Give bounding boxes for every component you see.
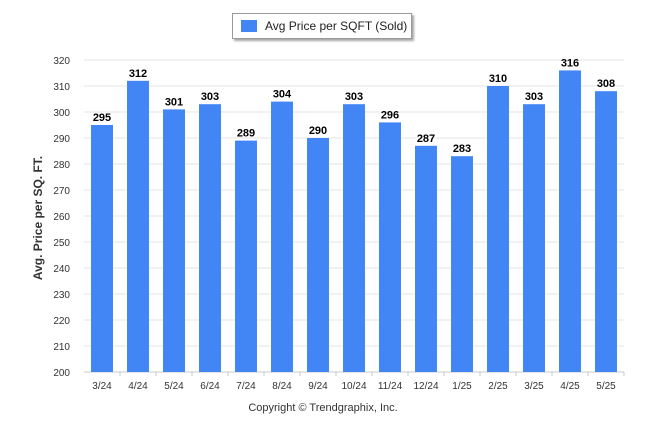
- copyright-text: Copyright © Trendgraphix, Inc.: [248, 402, 398, 414]
- bar[interactable]: [451, 156, 473, 372]
- bar[interactable]: [91, 125, 113, 372]
- x-tick-label: 2/25: [488, 381, 508, 392]
- y-tick-label: 250: [53, 238, 70, 249]
- x-tick-label: 11/24: [378, 381, 403, 392]
- bar[interactable]: [127, 80, 149, 373]
- y-tick-label: 210: [53, 342, 70, 353]
- y-tick-label: 280: [53, 160, 70, 171]
- bar[interactable]: [163, 109, 185, 373]
- bar[interactable]: [271, 101, 293, 372]
- bar-value-label: 295: [93, 112, 111, 124]
- bar-value-label: 312: [129, 68, 147, 80]
- bar-value-label: 301: [165, 96, 183, 108]
- bar-value-label: 290: [309, 125, 327, 137]
- x-tick-label: 3/25: [524, 381, 544, 392]
- bar[interactable]: [415, 145, 437, 372]
- bar[interactable]: [307, 138, 329, 372]
- y-tick-label: 310: [53, 82, 70, 93]
- y-tick-label: 320: [53, 56, 70, 67]
- x-tick-label: 10/24: [341, 381, 366, 392]
- y-tick-label: 230: [53, 290, 70, 301]
- bar-value-label: 310: [489, 73, 507, 85]
- bar[interactable]: [379, 122, 401, 373]
- bar-value-label: 304: [273, 89, 292, 101]
- bar-value-label: 296: [381, 109, 399, 121]
- bar-value-label: 308: [597, 78, 615, 90]
- bar[interactable]: [487, 86, 509, 372]
- y-tick-label: 200: [53, 368, 70, 379]
- x-tick-label: 6/24: [200, 381, 220, 392]
- bar[interactable]: [199, 104, 221, 372]
- bar[interactable]: [595, 91, 617, 372]
- bar-value-label: 303: [525, 91, 543, 103]
- x-tick-label: 3/24: [92, 381, 112, 392]
- x-tick-label: 1/25: [452, 381, 472, 392]
- bar-value-label: 287: [417, 133, 435, 145]
- x-tick-label: 12/24: [413, 381, 438, 392]
- bar-value-label: 303: [201, 91, 219, 103]
- bar-value-label: 303: [345, 91, 363, 103]
- x-tick-label: 4/24: [128, 381, 148, 392]
- bar[interactable]: [235, 140, 257, 372]
- y-tick-label: 290: [53, 134, 70, 145]
- y-tick-label: 260: [53, 212, 70, 223]
- x-tick-label: 5/24: [164, 381, 184, 392]
- bar[interactable]: [523, 104, 545, 372]
- y-tick-label: 270: [53, 186, 70, 197]
- bar-value-label: 316: [561, 57, 579, 69]
- bar[interactable]: [343, 104, 365, 372]
- bar-value-label: 289: [237, 128, 255, 140]
- x-tick-label: 7/24: [236, 381, 256, 392]
- bar[interactable]: [559, 70, 581, 373]
- bar-value-label: 283: [453, 143, 471, 155]
- x-tick-label: 5/25: [596, 381, 616, 392]
- x-tick-label: 4/25: [560, 381, 580, 392]
- legend-label: Avg Price per SQFT (Sold): [265, 19, 408, 33]
- x-tick-label: 9/24: [308, 381, 328, 392]
- legend[interactable]: Avg Price per SQFT (Sold): [232, 13, 412, 39]
- y-tick-label: 300: [53, 108, 70, 119]
- x-tick-label: 8/24: [272, 381, 292, 392]
- legend-swatch: [241, 20, 257, 32]
- y-tick-label: 240: [53, 264, 70, 275]
- y-tick-label: 220: [53, 316, 70, 327]
